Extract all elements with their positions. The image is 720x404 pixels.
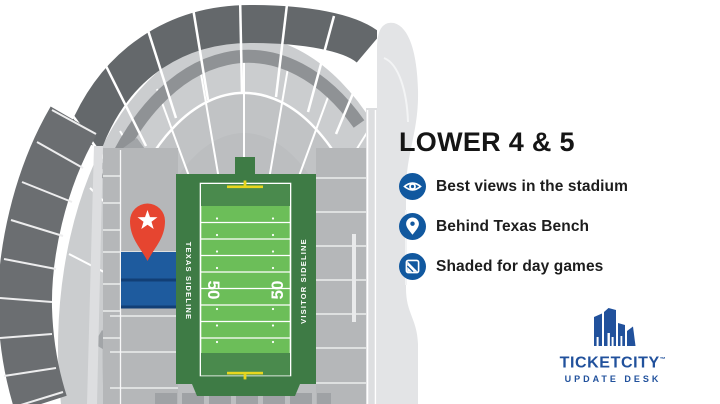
- hash-marks: [215, 217, 275, 344]
- feature-row: Behind Texas Bench: [399, 213, 709, 240]
- yard-lines: [201, 221, 290, 339]
- page-title: LOWER 4 & 5: [399, 127, 575, 157]
- faded-east-sections: [377, 22, 419, 404]
- yard-marker-50-left: 50: [204, 281, 223, 300]
- yard-marker-50-right: 50: [268, 281, 287, 300]
- texas-sideline-label: TEXAS SIDELINE: [184, 242, 193, 320]
- feature-row: Shaded for day games: [399, 253, 709, 280]
- brand-tagline: UPDATE DESK: [564, 374, 662, 385]
- feature-label: Shaded for day games: [436, 257, 604, 275]
- north-endzone: [201, 184, 290, 206]
- feature-label: Behind Texas Bench: [436, 217, 590, 235]
- visitor-sideline-label: VISITOR SIDELINE: [299, 238, 308, 324]
- goal-posts: [227, 180, 263, 380]
- star-pin-marker: [130, 203, 165, 261]
- ticketcity-logo: TICKETCITY™ UPDATE DESK: [552, 306, 674, 384]
- star-icon: [137, 210, 158, 229]
- football-field: TEXAS SIDELINE VISITOR SIDELINE 50 50: [176, 157, 316, 396]
- trademark: ™: [659, 357, 667, 363]
- mid-tier-ring: [100, 49, 365, 183]
- highlighted-sections-lower-4-5: [121, 252, 178, 309]
- feature-label: Best views in the stadium: [436, 177, 628, 195]
- buildings-icon: [594, 308, 636, 346]
- stadium-map: TEXAS SIDELINE VISITOR SIDELINE 50 50: [0, 4, 419, 404]
- south-endzone: [201, 353, 290, 376]
- feature-row: Best views in the stadium: [399, 173, 709, 200]
- upper-deck-west: [0, 106, 98, 404]
- eye-icon: [399, 173, 426, 200]
- brand-name: TICKETCITY™: [559, 354, 667, 372]
- pin-icon: [399, 213, 426, 240]
- info-panel: LOWER 4 & 5 Best views in the stadium: [399, 127, 709, 293]
- lower-east-sections: [316, 108, 377, 404]
- west-walkway: [87, 146, 103, 404]
- south-end-boxes: [155, 393, 331, 404]
- shade-icon: [399, 253, 426, 280]
